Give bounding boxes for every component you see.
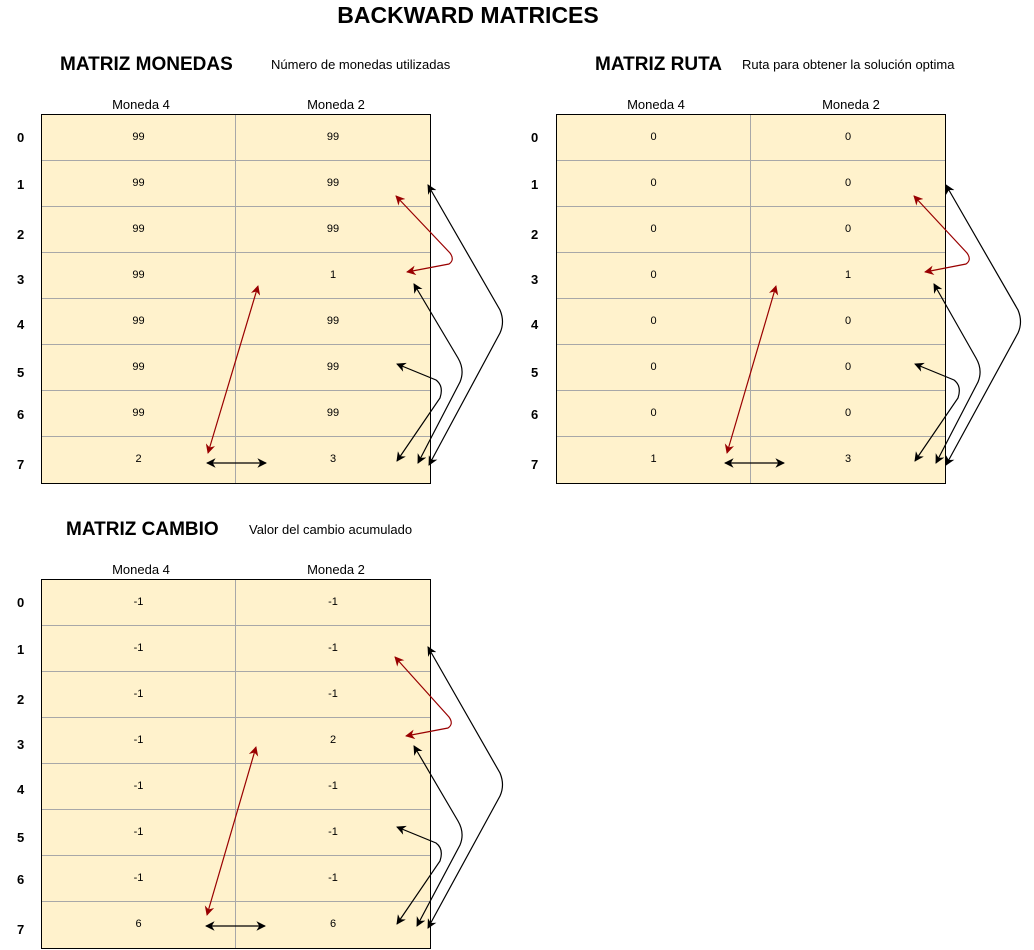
matrix-cell: 99 xyxy=(236,299,430,345)
matrix-cell: 0 xyxy=(557,391,751,437)
matrix-monedas-row-label: 1 xyxy=(17,177,25,192)
matrix-cell: 99 xyxy=(236,391,430,437)
matrix-ruta-row-label: 0 xyxy=(531,130,539,145)
matrix-cambio-row-label: 2 xyxy=(17,692,25,707)
matrix-cell: 0 xyxy=(557,115,751,161)
arrow-row7-to-row1 xyxy=(427,184,504,466)
matrix-cell: -1 xyxy=(236,580,430,626)
matrix-cambio-row-label: 5 xyxy=(17,830,25,845)
matrix-cell: 6 xyxy=(329,918,337,930)
matrix-monedas-row-label: 4 xyxy=(17,317,25,332)
matrix-monedas-row-label: 5 xyxy=(17,365,25,380)
matrix-monedas-row-label: 0 xyxy=(17,130,25,145)
matrix-cell: 99 xyxy=(42,207,236,253)
matrix-cell: -1 xyxy=(236,626,430,672)
matrix-cell: 0 xyxy=(751,115,945,161)
matrix-cell: 99 xyxy=(236,161,430,207)
matrix-ruta-subtitle: Ruta para obtener la solución optima xyxy=(742,57,955,72)
matrix-cell: 0 xyxy=(557,345,751,391)
matrix-cambio-subtitle: Valor del cambio acumulado xyxy=(249,522,413,537)
matrix-cambio-row-label: 7 xyxy=(17,922,25,937)
matrix-cambio-row-label: 4 xyxy=(17,782,25,797)
matrix-cell: 0 xyxy=(557,253,751,299)
page-title: BACKWARD MATRICES xyxy=(337,2,599,28)
matrix-cell: 99 xyxy=(42,115,236,161)
matrix-ruta-col-moneda2: Moneda 2 xyxy=(822,97,880,112)
matrix-cambio-col-moneda4: Moneda 4 xyxy=(112,562,170,577)
matrix-cell: 0 xyxy=(751,161,945,207)
matrix-cambio-title: MATRIZ CAMBIO xyxy=(66,519,219,540)
matrix-cambio-row-label: 3 xyxy=(17,737,25,752)
matrix-cell: -1 xyxy=(42,856,236,902)
matrix-monedas-title: MATRIZ MONEDAS xyxy=(60,54,233,75)
matrix-ruta-row-label: 4 xyxy=(531,317,539,332)
matrix-cell: 99 xyxy=(236,115,430,161)
matrix-cambio-row-label: 0 xyxy=(17,595,25,610)
matrix-monedas-col-moneda2: Moneda 2 xyxy=(307,97,365,112)
matrix-cambio-row-label: 1 xyxy=(17,642,25,657)
matrix-cell: 0 xyxy=(557,207,751,253)
matrix-cell: 2 xyxy=(42,437,236,483)
matrix-cell: 99 xyxy=(42,345,236,391)
matrix-cell: 6 xyxy=(42,902,236,948)
matrix-cell: -1 xyxy=(42,764,236,810)
matrix-cell: -1 xyxy=(42,672,236,718)
matrix-ruta-row-label: 6 xyxy=(531,407,539,422)
matrix-cell: 0 xyxy=(751,391,945,437)
matrix-cambio-col-moneda2: Moneda 2 xyxy=(307,562,365,577)
arrow-row7-to-row1 xyxy=(945,184,1022,466)
matrix-cell: 0 xyxy=(751,299,945,345)
matrix-cell: 99 xyxy=(236,345,430,391)
matrix-ruta-row-label: 5 xyxy=(531,365,539,380)
matrix-cell: 0 xyxy=(557,161,751,207)
matrix-cell: 99 xyxy=(236,207,430,253)
matrix-cell: 99 xyxy=(42,253,236,299)
matrix-cell: 3 xyxy=(329,453,337,465)
matrix-cell: -1 xyxy=(236,672,430,718)
matrix-ruta-grid: 0 0 0 0 0 0 0 1 0 0 0 0 0 0 1 3 xyxy=(556,114,946,484)
matrix-cell: 0 xyxy=(751,345,945,391)
matrix-cell: -1 xyxy=(42,810,236,856)
matrix-cell: -1 xyxy=(236,856,430,902)
matrix-monedas-row-label: 3 xyxy=(17,272,25,287)
matrix-cell: 1 xyxy=(751,253,945,299)
matrix-cell: -1 xyxy=(42,718,236,764)
matrix-cell: -1 xyxy=(42,626,236,672)
matrix-cell: 2 xyxy=(236,718,430,764)
matrix-cell: -1 xyxy=(236,810,430,856)
matrix-ruta-row-label: 1 xyxy=(531,177,539,192)
matrix-ruta-row-label: 3 xyxy=(531,272,539,287)
matrix-monedas-col-moneda4: Moneda 4 xyxy=(112,97,170,112)
matrix-cell: 0 xyxy=(557,299,751,345)
matrix-cambio-grid: -1 -1 -1 -1 -1 -1 -1 2 -1 -1 -1 -1 -1 -1… xyxy=(41,579,431,949)
matrix-cell: 99 xyxy=(42,391,236,437)
matrix-monedas-row-label: 2 xyxy=(17,227,25,242)
matrix-monedas-grid: 99 99 99 99 99 99 99 1 99 99 99 99 99 99… xyxy=(41,114,431,484)
matrix-cell: 0 xyxy=(751,207,945,253)
matrix-cell: 99 xyxy=(42,161,236,207)
matrix-ruta-row-label: 2 xyxy=(531,227,539,242)
matrix-cell: 1 xyxy=(236,253,430,299)
matrix-cell: 3 xyxy=(844,453,852,465)
matrix-cambio-row-label: 6 xyxy=(17,872,25,887)
matrix-cell: 99 xyxy=(42,299,236,345)
matrix-cell: 1 xyxy=(557,437,751,483)
matrix-ruta-title: MATRIZ RUTA xyxy=(595,54,722,75)
matrix-cell: -1 xyxy=(42,580,236,626)
matrix-cell: -1 xyxy=(236,764,430,810)
matrix-monedas-subtitle: Número de monedas utilizadas xyxy=(271,57,451,72)
matrix-ruta-col-moneda4: Moneda 4 xyxy=(627,97,685,112)
matrix-monedas-row-label: 6 xyxy=(17,407,25,422)
matrix-ruta-row-label: 7 xyxy=(531,457,539,472)
matrix-monedas-row-label: 7 xyxy=(17,457,25,472)
arrow-row7-to-row1 xyxy=(427,646,504,929)
